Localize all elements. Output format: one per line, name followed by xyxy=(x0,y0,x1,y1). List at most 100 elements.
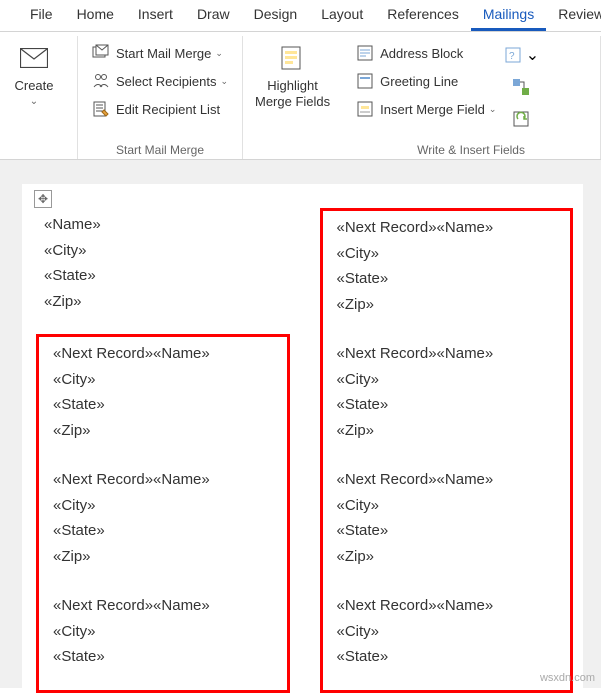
update-labels-button[interactable] xyxy=(508,106,534,132)
ribbon-group-mailmerge: Start Mail Merge ⌄ Select Recipients ⌄ E… xyxy=(78,36,243,159)
start-mail-merge-label: Start Mail Merge xyxy=(116,46,211,61)
field-state: «State» xyxy=(53,518,273,544)
start-mail-merge-button[interactable]: Start Mail Merge ⌄ xyxy=(86,40,234,66)
field-state: «State» xyxy=(337,518,557,544)
menu-design[interactable]: Design xyxy=(242,0,310,31)
field-city: «City» xyxy=(53,619,273,645)
left-column: «Name» «City» «State» «Zip» «Next Record… xyxy=(36,208,290,693)
greeting-line-button[interactable]: Greeting Line xyxy=(350,68,502,94)
menu-home[interactable]: Home xyxy=(65,0,126,31)
menu-insert[interactable]: Insert xyxy=(126,0,185,31)
field-next-name: «Next Record»«Name» xyxy=(337,215,557,241)
greeting-line-icon xyxy=(356,72,374,90)
document-area: ✥ «Name» «City» «State» «Zip» «Next Reco… xyxy=(0,160,601,688)
field-zip: «Zip» xyxy=(44,289,282,315)
edit-recipient-list-button[interactable]: Edit Recipient List xyxy=(86,96,234,122)
highlight-label-2: Merge Fields xyxy=(255,94,330,109)
insert-merge-field-icon xyxy=(356,100,374,118)
address-block-button[interactable]: Address Block xyxy=(350,40,502,66)
rules-button[interactable]: ? ⌄ xyxy=(508,42,534,68)
page[interactable]: ✥ «Name» «City» «State» «Zip» «Next Reco… xyxy=(22,184,583,688)
field-zip: «Zip» xyxy=(53,544,273,570)
ribbon-highlight: HighlightMerge Fields xyxy=(243,36,342,159)
update-labels-icon xyxy=(511,109,531,129)
create-label: Create xyxy=(14,78,53,94)
label-cell[interactable]: «Next Record»«Name» «City» «State» xyxy=(45,589,281,674)
field-city: «City» xyxy=(44,238,282,264)
rules-icon: ? xyxy=(504,45,524,65)
field-city: «City» xyxy=(337,619,557,645)
ribbon-group-create: Create ⌄ xyxy=(0,36,78,159)
highlight-merge-fields-button[interactable]: HighlightMerge Fields xyxy=(247,38,338,113)
group-label-writeinsert: Write & Insert Fields xyxy=(346,139,596,159)
highlight-icon xyxy=(277,42,309,74)
label-cell[interactable]: «Name» «City» «State» «Zip» xyxy=(36,208,290,318)
right-column: «Next Record»«Name» «City» «State» «Zip»… xyxy=(320,208,574,693)
field-zip: «Zip» xyxy=(337,544,557,570)
field-next-name: «Next Record»«Name» xyxy=(53,467,273,493)
menu-review[interactable]: Review xyxy=(546,0,601,31)
label-cell[interactable]: «Next Record»«Name» «City» «State» «Zip» xyxy=(329,211,565,321)
chevron-down-icon: ⌄ xyxy=(489,104,497,115)
label-cell[interactable]: «Next Record»«Name» «City» «State» «Zip» xyxy=(329,337,565,447)
label-cell[interactable]: «Next Record»«Name» «City» «State» «Zip» xyxy=(45,463,281,573)
menu-bar: File Home Insert Draw Design Layout Refe… xyxy=(0,0,601,32)
address-block-label: Address Block xyxy=(380,46,463,61)
edit-recipient-list-label: Edit Recipient List xyxy=(116,102,220,117)
menu-layout[interactable]: Layout xyxy=(309,0,375,31)
field-state: «State» xyxy=(337,644,557,670)
field-next-name: «Next Record»«Name» xyxy=(53,593,273,619)
field-next-name: «Next Record»«Name» xyxy=(337,341,557,367)
chevron-down-icon: ⌄ xyxy=(220,76,228,87)
ribbon-group-writeinsert: Address Block Greeting Line Insert Merge… xyxy=(342,36,601,159)
field-state: «State» xyxy=(44,263,282,289)
field-city: «City» xyxy=(337,493,557,519)
field-city: «City» xyxy=(337,367,557,393)
label-cell[interactable]: «Next Record»«Name» «City» «State» «Zip» xyxy=(329,463,565,573)
label-cell[interactable]: «Next Record»«Name» «City» «State» «Zip» xyxy=(45,337,281,447)
table-move-handle[interactable]: ✥ xyxy=(34,190,52,208)
match-fields-button[interactable] xyxy=(508,74,534,100)
label-cell[interactable]: «Next Record»«Name» «City» «State» xyxy=(329,589,565,674)
insert-merge-field-label: Insert Merge Field xyxy=(380,102,485,117)
select-recipients-button[interactable]: Select Recipients ⌄ xyxy=(86,68,234,94)
field-next-name: «Next Record»«Name» xyxy=(337,467,557,493)
mailmerge-icon xyxy=(92,44,110,62)
ribbon: Create ⌄ Start Mail Merge ⌄ xyxy=(0,32,601,160)
edit-list-icon xyxy=(92,100,110,118)
recipients-icon xyxy=(92,72,110,90)
field-zip: «Zip» xyxy=(337,418,557,444)
field-city: «City» xyxy=(337,241,557,267)
field-name: «Name» xyxy=(44,212,282,238)
menu-references[interactable]: References xyxy=(375,0,471,31)
field-next-name: «Next Record»«Name» xyxy=(53,341,273,367)
menu-file[interactable]: File xyxy=(18,0,65,31)
match-fields-icon xyxy=(511,77,531,97)
create-button[interactable]: Create ⌄ xyxy=(4,38,64,111)
chevron-down-icon: ⌄ xyxy=(215,48,223,59)
highlighted-box-left: «Next Record»«Name» «City» «State» «Zip»… xyxy=(36,334,290,693)
field-state: «State» xyxy=(337,266,557,292)
chevron-down-icon: ⌄ xyxy=(526,45,539,65)
field-state: «State» xyxy=(53,644,273,670)
watermark: wsxdn.com xyxy=(540,672,595,684)
highlight-label-1: Highlight xyxy=(267,78,318,93)
address-block-icon xyxy=(356,44,374,62)
field-city: «City» xyxy=(53,493,273,519)
field-zip: «Zip» xyxy=(337,292,557,318)
highlighted-box-right: «Next Record»«Name» «City» «State» «Zip»… xyxy=(320,208,574,693)
menu-draw[interactable]: Draw xyxy=(185,0,242,31)
greeting-line-label: Greeting Line xyxy=(380,74,458,89)
envelope-icon xyxy=(18,42,50,74)
field-city: «City» xyxy=(53,367,273,393)
field-state: «State» xyxy=(53,392,273,418)
field-state: «State» xyxy=(337,392,557,418)
chevron-down-icon: ⌄ xyxy=(30,96,38,107)
insert-merge-field-button[interactable]: Insert Merge Field ⌄ xyxy=(350,96,502,122)
field-zip: «Zip» xyxy=(53,418,273,444)
group-label-mailmerge: Start Mail Merge xyxy=(82,139,238,159)
svg-text:?: ? xyxy=(509,51,515,62)
field-next-name: «Next Record»«Name» xyxy=(337,593,557,619)
select-recipients-label: Select Recipients xyxy=(116,74,216,89)
menu-mailings[interactable]: Mailings xyxy=(471,0,546,31)
